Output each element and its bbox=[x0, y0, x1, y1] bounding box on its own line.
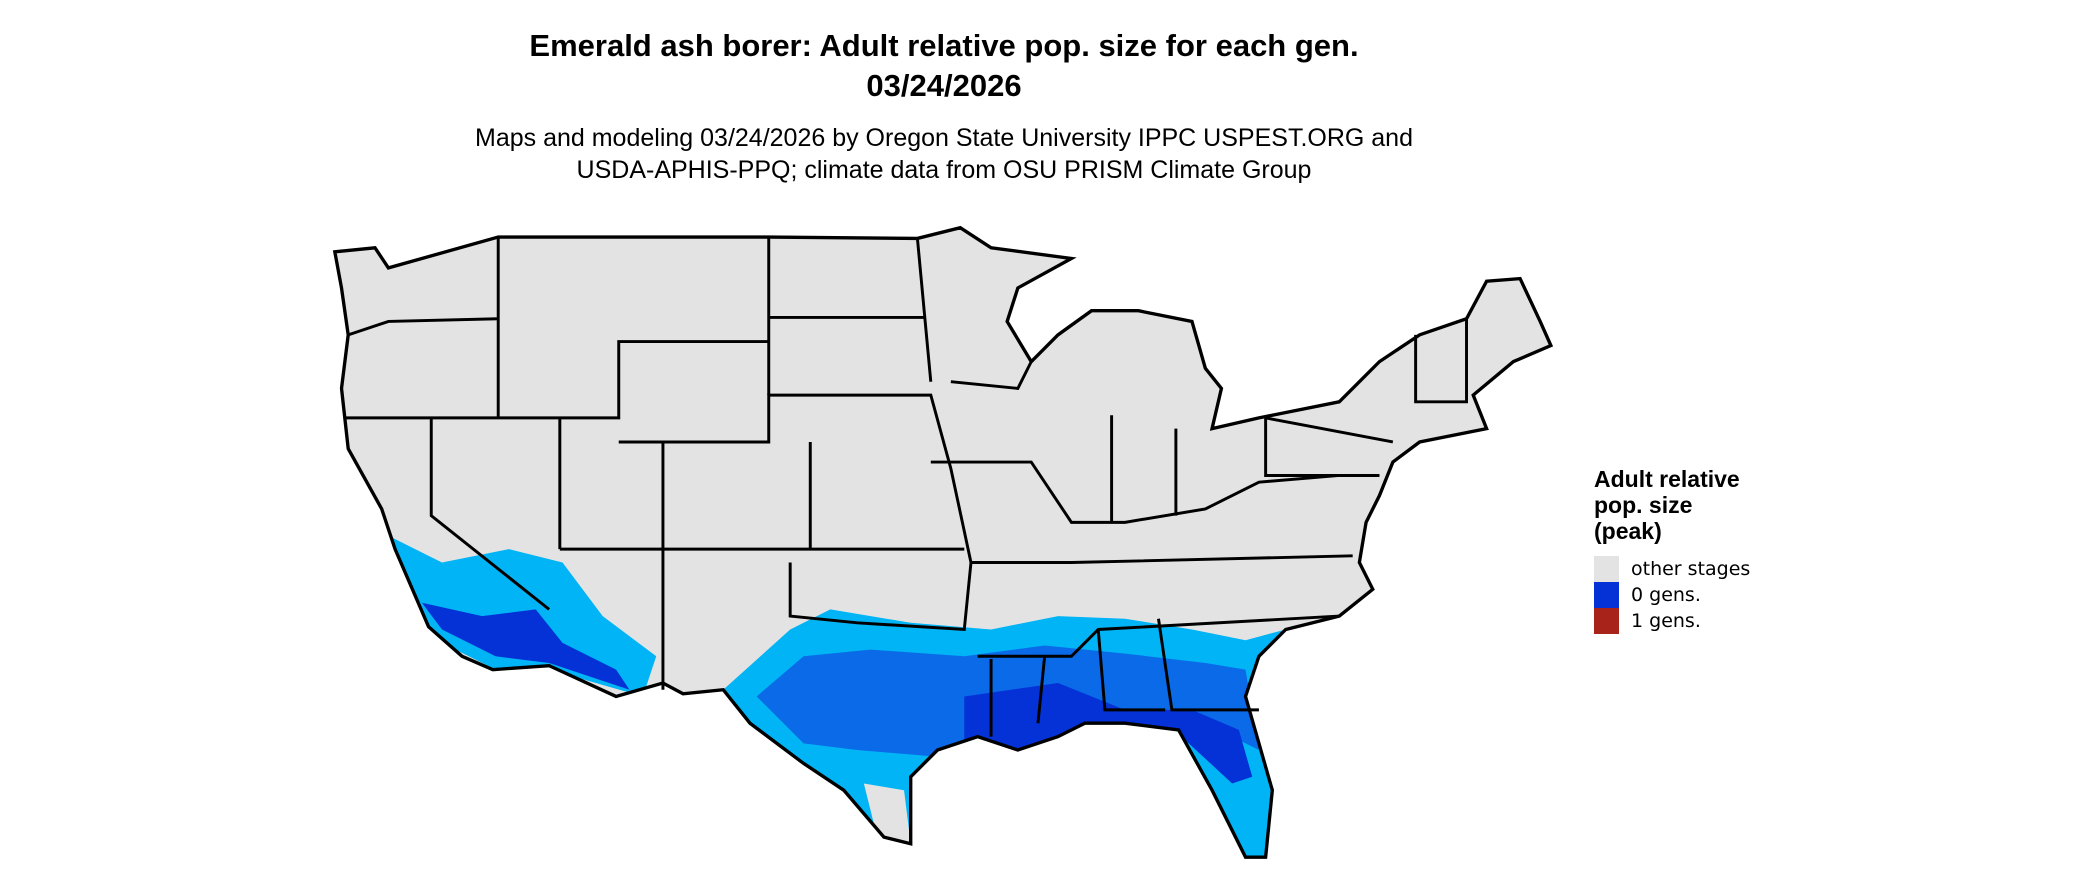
dark-blue-zone-southwest bbox=[421, 602, 630, 690]
us-land bbox=[334, 227, 1551, 858]
legend-title-line: pop. size bbox=[1594, 492, 1693, 518]
legend-item-other-stages: other stages bbox=[1594, 556, 1814, 582]
dark-blue-zone-gulf bbox=[964, 683, 1253, 784]
legend-swatch bbox=[1594, 582, 1619, 608]
legend: Adult relative pop. size (peak) other st… bbox=[1594, 466, 1814, 634]
map-title: Emerald ash borer: Adult relative pop. s… bbox=[529, 28, 1359, 63]
map-subtitle-line1: Maps and modeling 03/24/2026 by Oregon S… bbox=[475, 124, 1413, 152]
map-date: 03/24/2026 bbox=[866, 68, 1022, 103]
state-borders bbox=[345, 237, 1468, 737]
legend-title-line: (peak) bbox=[1594, 518, 1662, 544]
us-outline bbox=[332, 225, 1554, 859]
legend-label: other stages bbox=[1631, 558, 1751, 580]
grey-zone-florida-tip bbox=[1232, 790, 1266, 858]
legend-item-0-gens: 0 gens. bbox=[1594, 582, 1814, 608]
map-subtitle-line2: USDA-APHIS-PPQ; climate data from OSU PR… bbox=[576, 156, 1312, 184]
legend-swatch bbox=[1594, 608, 1619, 634]
legend-label: 1 gens. bbox=[1631, 610, 1701, 632]
legend-swatch bbox=[1594, 556, 1619, 582]
legend-item-1-gens: 1 gens. bbox=[1594, 608, 1814, 634]
legend-title: Adult relative pop. size (peak) bbox=[1594, 466, 1814, 544]
legend-label: 0 gens. bbox=[1631, 584, 1701, 606]
legend-title-line: Adult relative bbox=[1594, 466, 1740, 492]
